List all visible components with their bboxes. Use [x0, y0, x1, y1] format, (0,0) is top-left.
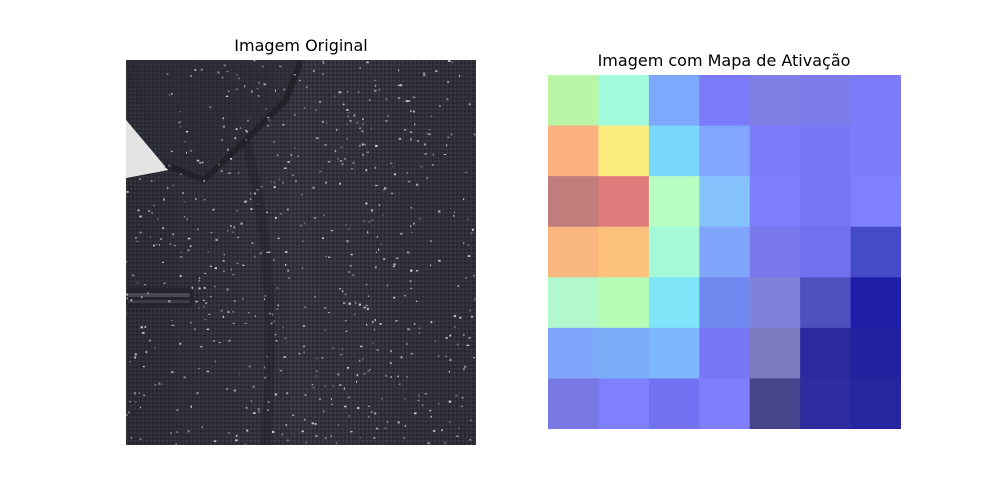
heatmap-cell-r5-c6: [850, 327, 901, 379]
heatmap-cell-r0-c1: [598, 75, 650, 127]
heatmap-cell-r3-c3: [699, 226, 751, 278]
heatmap-cell-r3-c4: [749, 226, 801, 278]
heatmap-cell-r0-c0: [548, 75, 599, 127]
heatmap-cell-r6-c2: [648, 378, 700, 429]
heatmap-cell-r4-c3: [699, 277, 751, 329]
heatmap-cell-r6-c3: [699, 378, 751, 429]
heatmap-cell-r5-c1: [598, 327, 650, 379]
heatmap-cell-r1-c3: [699, 125, 751, 177]
lapel: [126, 60, 301, 180]
heatmap-cell-r2-c0: [548, 176, 599, 228]
heatmap-cell-r2-c1: [598, 176, 650, 228]
heatmap-cell-r4-c6: [850, 277, 901, 329]
heatmap-cell-r6-c1: [598, 378, 650, 429]
heatmap-cell-r1-c2: [648, 125, 700, 177]
original-image: [126, 60, 476, 445]
heatmap-cell-r4-c5: [800, 277, 852, 329]
heatmap-cell-r6-c0: [548, 378, 599, 429]
heatmap-cell-r5-c3: [699, 327, 751, 379]
heatmap-cell-r3-c6: [850, 226, 901, 278]
activation-map-title: Imagem com Mapa de Ativação: [597, 51, 851, 70]
heatmap-cell-r6-c4: [749, 378, 801, 429]
heatmap-cell-r2-c4: [749, 176, 801, 228]
heatmap-cell-r0-c2: [648, 75, 700, 127]
heatmap-cell-r1-c6: [850, 125, 901, 177]
heatmap-cell-r5-c2: [648, 327, 700, 379]
heatmap-cell-r3-c0: [548, 226, 599, 278]
heatmap-cell-r1-c5: [800, 125, 852, 177]
heatmap-cell-r1-c1: [598, 125, 650, 177]
heatmap-cell-r1-c0: [548, 125, 599, 177]
heatmap-cell-r4-c0: [548, 277, 599, 329]
heatmap-cell-r4-c2: [648, 277, 700, 329]
heatmap-cell-r5-c0: [548, 327, 599, 379]
heatmap-cell-r0-c3: [699, 75, 751, 127]
heatmap-cell-r5-c5: [800, 327, 852, 379]
heatmap-cell-r3-c1: [598, 226, 650, 278]
fabric-flecks: [126, 60, 476, 445]
welt-pocket: [126, 288, 194, 308]
heatmap-cell-r6-c5: [800, 378, 852, 429]
heatmap-cell-r3-c5: [800, 226, 852, 278]
heatmap-cell-r5-c4: [749, 327, 801, 379]
heatmap-cell-r2-c3: [699, 176, 751, 228]
original-image-title: Imagem Original: [234, 36, 368, 55]
heatmap-cell-r0-c5: [800, 75, 852, 127]
heatmap-cell-r4-c4: [749, 277, 801, 329]
heatmap-cell-r4-c1: [598, 277, 650, 329]
heatmap-cell-r0-c4: [749, 75, 801, 127]
heatmap-cell-r1-c4: [749, 125, 801, 177]
activation-heatmap: [548, 75, 901, 429]
heatmap-cell-r6-c6: [850, 378, 901, 429]
heatmap-cell-r0-c6: [850, 75, 901, 127]
heatmap-cell-r2-c5: [800, 176, 852, 228]
heatmap-cell-r2-c2: [648, 176, 700, 228]
heatmap-cell-r3-c2: [648, 226, 700, 278]
heatmap-cell-r2-c6: [850, 176, 901, 228]
